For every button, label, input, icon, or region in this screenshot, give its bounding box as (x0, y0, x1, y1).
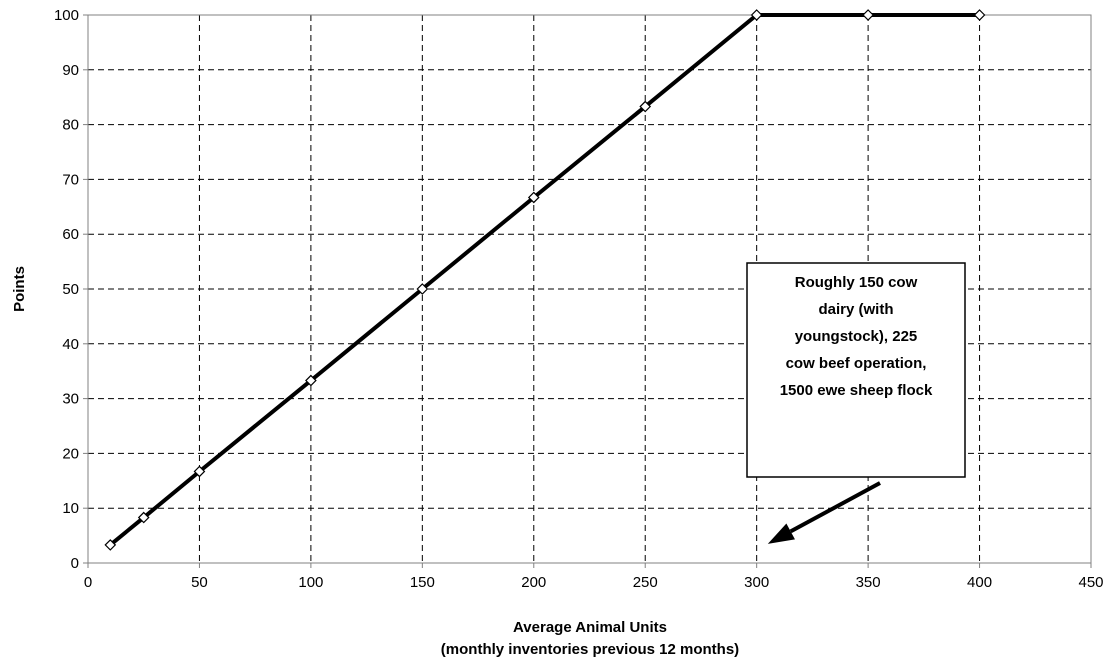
annotation-text-line: 1500 ewe sheep flock (780, 382, 933, 399)
x-tick-label: 150 (410, 574, 435, 591)
data-point-marker (750, 9, 763, 21)
data-point-marker (862, 9, 874, 21)
data-point-marker (193, 465, 206, 478)
y-tick-label: 90 (62, 62, 79, 79)
x-tick-label: 250 (633, 574, 658, 591)
annotation-text-line: dairy (with (818, 301, 893, 318)
annotation-text-line: cow beef operation, (786, 355, 927, 372)
x-tick-label: 400 (967, 574, 992, 591)
annotation-arrow-head (767, 523, 795, 544)
y-tick-label: 100 (54, 7, 79, 24)
annotation-box (746, 262, 966, 478)
data-point-marker (639, 100, 652, 113)
data-point-marker (416, 283, 429, 295)
x-tick-label: 200 (521, 574, 546, 591)
x-tick-label: 0 (84, 574, 92, 591)
annotation-text-line: youngstock), 225 (795, 328, 918, 345)
y-tick-label: 30 (62, 391, 79, 408)
y-tick-label: 40 (62, 336, 79, 353)
x-tick-label: 100 (298, 574, 323, 591)
annotation-arrow-shaft (789, 481, 881, 534)
y-tick-label: 80 (62, 117, 79, 134)
x-axis-tick-labels: 0 50 100 150 200 250 300 350 400 450 (84, 563, 1104, 591)
x-axis-title: Average Animal Units (513, 619, 667, 636)
data-point-marker (527, 191, 540, 204)
data-point-marker (973, 9, 986, 21)
y-tick-label: 20 (62, 445, 79, 462)
y-axis-title: Points (11, 266, 28, 312)
x-tick-label: 350 (856, 574, 881, 591)
x-tick-label: 450 (1078, 574, 1103, 591)
x-axis-subtitle: (monthly inventories previous 12 months) (441, 641, 739, 658)
data-point-marker (305, 374, 317, 387)
data-point-marker (137, 511, 150, 524)
x-tick-label: 300 (744, 574, 769, 591)
y-tick-label: 50 (62, 281, 79, 298)
y-tick-label: 10 (62, 500, 79, 517)
series-line (109, 13, 980, 547)
annotation: Roughly 150 cow dairy (with youngstock), 2… (746, 262, 966, 544)
y-tick-label: 70 (62, 171, 79, 188)
x-tick-label: 50 (191, 574, 208, 591)
annotation-text-line: Roughly 150 cow (795, 274, 918, 291)
y-axis-tick-labels: 0 10 20 30 40 50 60 70 80 90 100 (54, 7, 88, 572)
series-layer (104, 9, 986, 551)
y-tick-label: 0 (71, 555, 79, 572)
data-point-marker (104, 539, 117, 551)
y-tick-label: 60 (62, 226, 79, 243)
